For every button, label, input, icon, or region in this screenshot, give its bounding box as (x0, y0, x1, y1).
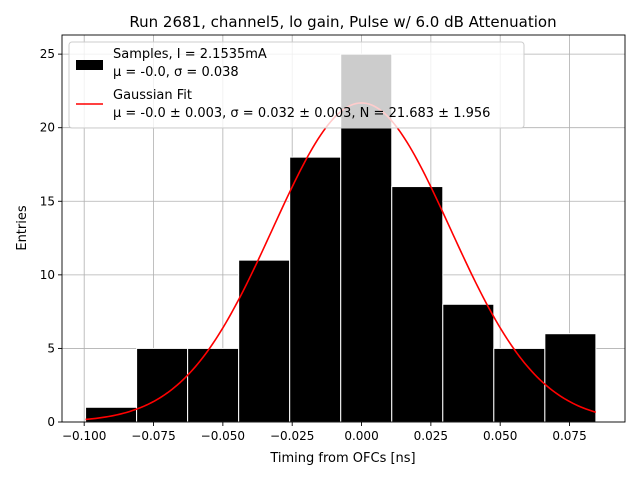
legend-swatch-samples (76, 60, 103, 70)
legend-box (68, 41, 525, 129)
histogram-bar-2 (187, 347, 240, 423)
histogram-bar-6 (391, 186, 444, 423)
histogram-bar-8 (493, 347, 546, 423)
x-tick-label-6: 0.050 (483, 429, 517, 443)
y-tick-label-1: 5 (47, 341, 55, 355)
x-tick-label-5: 0.025 (414, 429, 448, 443)
x-axis-ticks: −0.100 −0.075 −0.050 −0.025 0.000 0.025 0.050 0… (62, 422, 587, 443)
y-tick-label-4: 20 (40, 121, 55, 135)
x-tick-label-3: −0.025 (270, 429, 314, 443)
chart-title: Run 2681, channel5, lo gain, Pulse w/ 6.… (129, 13, 556, 31)
x-tick-label-0: −0.100 (62, 429, 106, 443)
legend-stats-fit: μ = -0.0 ± 0.003, σ = 0.032 ± 0.003, N =… (113, 106, 490, 121)
x-tick-label-2: −0.050 (201, 429, 245, 443)
legend: Samples, I = 2.1535mA μ = -0.0, σ = 0.03… (68, 41, 525, 129)
histogram-bar-4 (289, 156, 342, 423)
y-tick-label-3: 15 (40, 194, 55, 208)
histogram-bar-1 (136, 347, 189, 423)
x-tick-label-4: 0.000 (344, 429, 378, 443)
y-axis-ticks: 0 5 10 15 20 25 (40, 47, 62, 429)
histogram-bar-7 (442, 303, 495, 423)
plot-frame (61, 34, 626, 423)
y-tick-label-5: 25 (40, 47, 55, 61)
legend-label-samples: Samples, I = 2.1535mA (113, 47, 267, 62)
x-axis-label: Timing from OFCs [ns] (269, 451, 415, 466)
histogram-bar-9 (544, 333, 597, 423)
x-tick-label-1: −0.075 (131, 429, 175, 443)
histogram-bar-0 (85, 406, 138, 423)
legend-stats-samples: μ = -0.0, σ = 0.038 (113, 65, 239, 80)
histogram-bar-3 (238, 259, 291, 423)
y-tick-label-0: 0 (47, 415, 55, 429)
x-tick-label-7: 0.075 (552, 429, 586, 443)
y-tick-label-2: 10 (40, 268, 55, 282)
legend-label-fit: Gaussian Fit (113, 88, 192, 103)
y-axis-label: Entries (15, 205, 30, 251)
